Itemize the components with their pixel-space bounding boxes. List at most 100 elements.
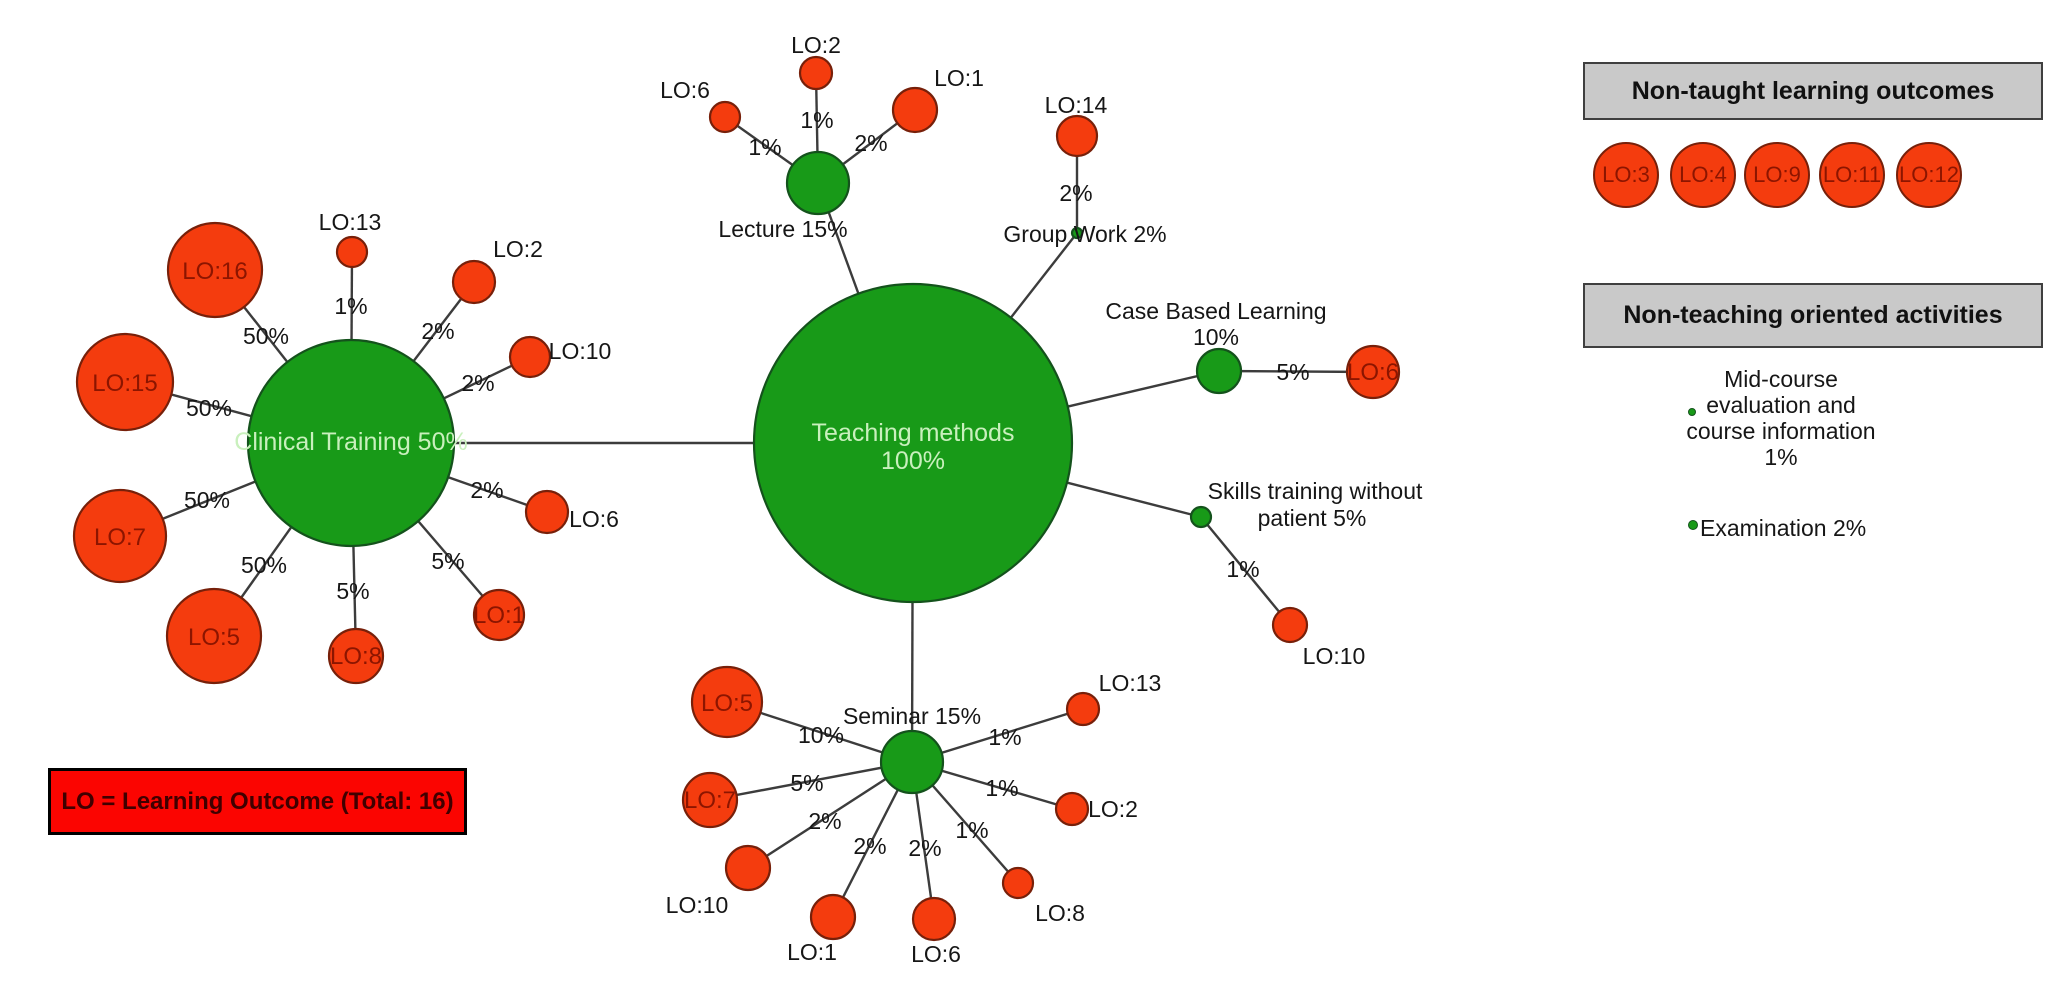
- label-clin-lo13: LO:13: [319, 209, 382, 235]
- midcourse-line: Mid-course: [1724, 366, 1838, 392]
- edge-percent-label: 1%: [985, 775, 1018, 801]
- label-clin-lo6: LO:6: [569, 506, 619, 532]
- edge-percent-label: 5%: [431, 548, 464, 574]
- edge-line: [747, 760, 913, 870]
- node-gw-lo14: [1055, 114, 1099, 158]
- edge-percent-label: 2%: [470, 477, 503, 503]
- label-skills-training: Skills training without: [1208, 478, 1423, 504]
- node-lect-lo6: [708, 100, 742, 134]
- label-case-based-learning: Case Based Learning: [1105, 298, 1326, 324]
- edge-percent-label: 1%: [988, 724, 1021, 750]
- edge-percent-label: 1%: [1226, 556, 1259, 582]
- edge-percent-label: 5%: [790, 770, 823, 796]
- node-sem-lo7: [681, 771, 739, 829]
- label-gw-lo14: LO:14: [1045, 92, 1108, 118]
- node-cbl-lo6: [1345, 344, 1401, 400]
- node-clin-lo15: [75, 332, 175, 432]
- label-sem-lo5: LO:5: [701, 690, 753, 717]
- legend-non-taught-header: Non-taught learning outcomes: [1583, 62, 2043, 120]
- node-clin-lo7: [72, 488, 168, 584]
- edge-labels-layer: 50% 1% 2% 2% 50% 2% 50% 5% 50% 5% 1% 1% 2% 2% 5% 1% 10% 5…: [184, 107, 1310, 861]
- legend-outcome-circle: LO:3: [1593, 142, 1659, 208]
- label-teaching-1: 100%: [881, 447, 945, 475]
- lo-note-text: LO = Learning Outcome (Total: 16): [61, 787, 454, 815]
- edge-percent-label: 2%: [1059, 180, 1092, 206]
- label-teaching: Teaching methods: [812, 419, 1015, 447]
- node-group-work: [1070, 226, 1084, 240]
- edge-percent-label: 1%: [748, 134, 781, 160]
- node-clin-lo10: [508, 335, 552, 379]
- legend-non-taught-title: Non-taught learning outcomes: [1631, 76, 1995, 105]
- midcourse-dot-icon: [1688, 408, 1696, 416]
- edge-percent-label: 2%: [461, 370, 494, 396]
- label-sem-lo13: LO:13: [1099, 670, 1162, 696]
- midcourse-line: evaluation and: [1706, 392, 1856, 418]
- label-lecture: Lecture 15%: [718, 216, 847, 242]
- node-lect-lo2: [798, 55, 834, 91]
- legend-activities-header: Non-teaching oriented activities: [1583, 283, 2043, 348]
- node-clin-lo5: [165, 587, 263, 685]
- label-clinical: Clinical Training 50%: [234, 428, 467, 456]
- examination-label: Examination 2%: [1700, 515, 1867, 541]
- label-lect-lo6: LO:6: [660, 77, 710, 103]
- label-clin-lo10: LO:10: [549, 338, 612, 364]
- edge-percent-label: 1%: [800, 107, 833, 133]
- edge-percent-label: 2%: [421, 318, 454, 344]
- node-lect-lo1: [891, 86, 939, 134]
- label-clin-lo16: LO:16: [182, 258, 247, 285]
- label-group-work: Group Work 2%: [1003, 221, 1166, 247]
- label-skills-training-1: patient 5%: [1258, 505, 1367, 531]
- label-clin-lo5: LO:5: [188, 624, 240, 651]
- midcourse-line: 1%: [1764, 444, 1798, 470]
- edge-percent-label: 50%: [184, 487, 230, 513]
- label-sem-lo6: LO:6: [911, 941, 961, 967]
- label-skills-lo10: LO:10: [1303, 643, 1366, 669]
- edge-percent-label: 50%: [241, 552, 287, 578]
- edge-percent-label: 1%: [334, 293, 367, 319]
- edge-percent-label: 10%: [798, 722, 844, 748]
- edge-percent-label: 2%: [808, 808, 841, 834]
- lo-note-box: LO = Learning Outcome (Total: 16): [48, 768, 467, 835]
- node-clin-lo6: [524, 489, 570, 535]
- edge-percent-label: 1%: [955, 817, 988, 843]
- label-lect-lo1: LO:1: [934, 65, 984, 91]
- midcourse-line: course information: [1686, 418, 1876, 444]
- node-teaching: [752, 282, 1074, 604]
- node-sem-lo2: [1054, 791, 1090, 827]
- edge-percent-label: 50%: [186, 395, 232, 421]
- label-sem-lo10: LO:10: [666, 892, 729, 918]
- midcourse-label: Mid-course evaluation and course informa…: [1651, 366, 1911, 470]
- label-sem-lo2: LO:2: [1088, 796, 1138, 822]
- legend-activities-title: Non-teaching oriented activities: [1623, 301, 2003, 329]
- node-clin-lo13: [335, 235, 369, 269]
- node-case-based-learning: [1195, 347, 1243, 395]
- legend-outcome-circle: LO:12: [1896, 142, 1962, 208]
- node-clinical: [246, 338, 456, 548]
- node-sem-lo13: [1065, 691, 1101, 727]
- node-seminar: [879, 729, 945, 795]
- label-clin-lo1: LO:1: [473, 602, 525, 629]
- label-clin-lo2: LO:2: [493, 236, 543, 262]
- edge-percent-label: 2%: [908, 835, 941, 861]
- node-clin-lo16: [166, 221, 264, 319]
- edge-line: [1200, 516, 1291, 626]
- legend-outcome-circle: LO:11: [1819, 142, 1885, 208]
- node-clin-lo8: [327, 627, 385, 685]
- edge-percent-label: 5%: [1276, 359, 1309, 385]
- label-clin-lo7: LO:7: [94, 524, 146, 551]
- examination-dot-icon: [1688, 520, 1698, 530]
- legend-outcome-circle: LO:9: [1744, 142, 1810, 208]
- label-cbl-lo6: LO:6: [1347, 359, 1399, 386]
- edge-percent-label: 2%: [854, 130, 887, 156]
- label-case-based-learning-1: 10%: [1193, 324, 1239, 350]
- edge-percent-label: 5%: [336, 578, 369, 604]
- node-sem-lo1: [809, 893, 857, 941]
- edge-percent-label: 50%: [243, 323, 289, 349]
- node-clin-lo2: [451, 259, 497, 305]
- nodes-layer: [72, 55, 1401, 942]
- node-sem-lo8: [1001, 866, 1035, 900]
- label-seminar: Seminar 15%: [843, 703, 981, 729]
- edge-line: [709, 760, 913, 802]
